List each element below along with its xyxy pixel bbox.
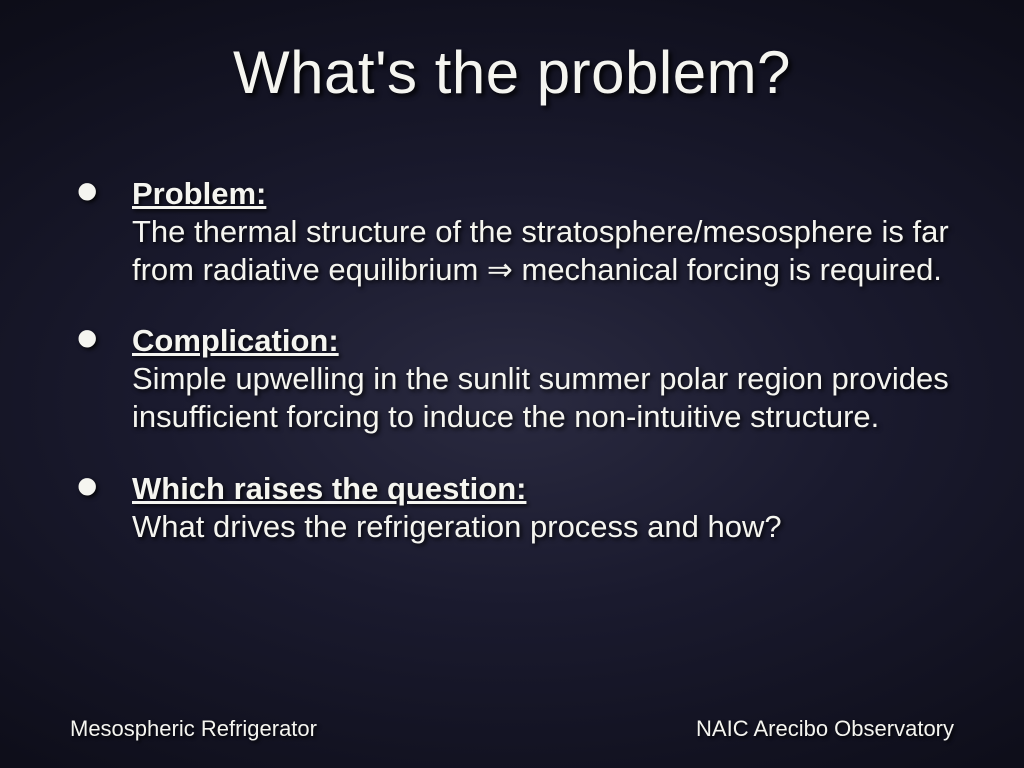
footer-right: NAIC Arecibo Observatory (696, 716, 954, 742)
bullet-body: What drives the refrigeration process an… (132, 509, 782, 544)
bullet-list: Problem: The thermal structure of the st… (70, 175, 954, 546)
bullet-heading: Which raises the question: (132, 471, 526, 506)
bullet-heading: Complication: (132, 323, 339, 358)
bullet-item: Complication: Simple upwelling in the su… (132, 322, 954, 435)
bullet-body: Simple upwelling in the sunlit summer po… (132, 361, 949, 434)
slide: What's the problem? Problem: The thermal… (0, 0, 1024, 768)
slide-title: What's the problem? (70, 38, 954, 107)
bullet-body: The thermal structure of the stratospher… (132, 214, 949, 287)
bullet-item: Problem: The thermal structure of the st… (132, 175, 954, 288)
bullet-item: Which raises the question: What drives t… (132, 470, 954, 546)
footer: Mesospheric Refrigerator NAIC Arecibo Ob… (70, 716, 954, 742)
footer-left: Mesospheric Refrigerator (70, 716, 317, 742)
bullet-heading: Problem: (132, 176, 266, 211)
